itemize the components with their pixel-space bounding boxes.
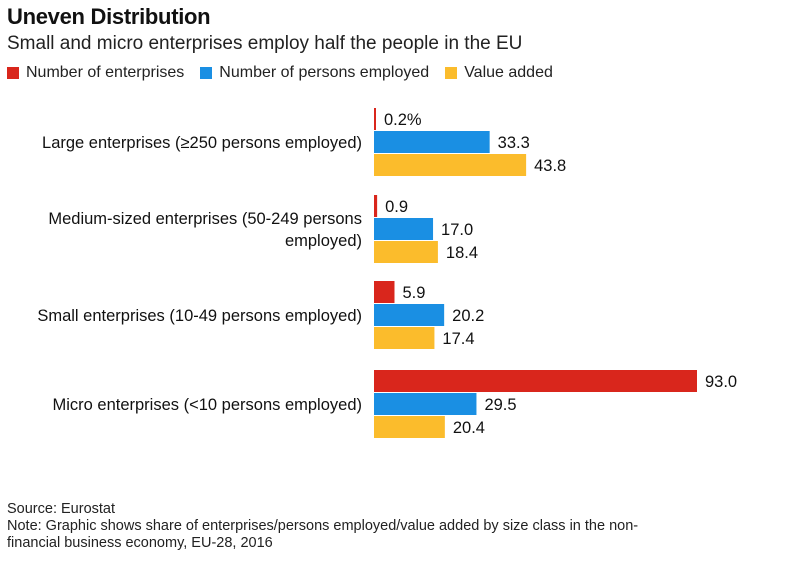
source-note: Source: Eurostat [7, 501, 115, 517]
legend: Number of enterprises Number of persons … [7, 64, 553, 82]
chart-title: Uneven Distribution [7, 4, 211, 29]
legend-label-enterprises: Number of enterprises [26, 64, 185, 81]
data-label: 0.9 [385, 198, 408, 216]
category-label: Small enterprises (10-49 persons employe… [37, 307, 362, 325]
data-label: 17.4 [442, 330, 474, 348]
bar-enterprises [374, 195, 378, 217]
bar-persons-employed [374, 304, 445, 326]
data-label: 20.2 [452, 307, 484, 325]
footer: Source: Eurostat Note: Graphic shows sha… [7, 501, 777, 552]
footnote-line-2: financial business economy, EU-28, 2016 [7, 535, 273, 551]
bar-value-added [374, 327, 435, 349]
category-label: employed) [285, 232, 362, 250]
legend-label-value-added: Value added [464, 64, 553, 81]
legend-swatch-persons-employed [200, 67, 213, 79]
data-label: 33.3 [498, 134, 530, 152]
bar-persons-employed [374, 393, 477, 415]
bar-enterprises [374, 108, 376, 130]
data-label: 0.2% [384, 111, 422, 129]
data-label: 18.4 [446, 244, 478, 262]
bar-chart: Large enterprises (≥250 persons employed… [37, 108, 737, 438]
category-label: Medium-sized enterprises (50-249 persons [48, 210, 362, 228]
bar-enterprises [374, 370, 697, 392]
legend-item-value-added: Value added [445, 64, 553, 82]
legend-swatch-enterprises [7, 67, 19, 79]
data-label: 17.0 [441, 221, 473, 239]
category-label: Large enterprises (≥250 persons employed… [42, 134, 362, 152]
legend-label-persons-employed: Number of persons employed [219, 64, 430, 81]
legend-item-enterprises: Number of enterprises [7, 64, 184, 82]
data-label: 5.9 [402, 284, 425, 302]
bar-value-added [374, 416, 445, 438]
data-label: 29.5 [484, 396, 516, 414]
data-label: 20.4 [453, 419, 485, 437]
legend-swatch-value-added [445, 67, 458, 79]
bar-value-added [374, 154, 527, 176]
data-label: 43.8 [534, 157, 566, 175]
bar-persons-employed [374, 131, 490, 153]
chart-subtitle: Small and micro enterprises employ half … [7, 33, 523, 54]
legend-item-persons-employed: Number of persons employed [200, 64, 429, 82]
bar-enterprises [374, 281, 395, 303]
footnote-line-1: Note: Graphic shows share of enterprises… [7, 518, 639, 534]
category-label: Micro enterprises (<10 persons employed) [52, 396, 362, 414]
data-label: 93.0 [705, 373, 737, 391]
bar-persons-employed [374, 218, 434, 240]
bar-value-added [374, 241, 438, 263]
